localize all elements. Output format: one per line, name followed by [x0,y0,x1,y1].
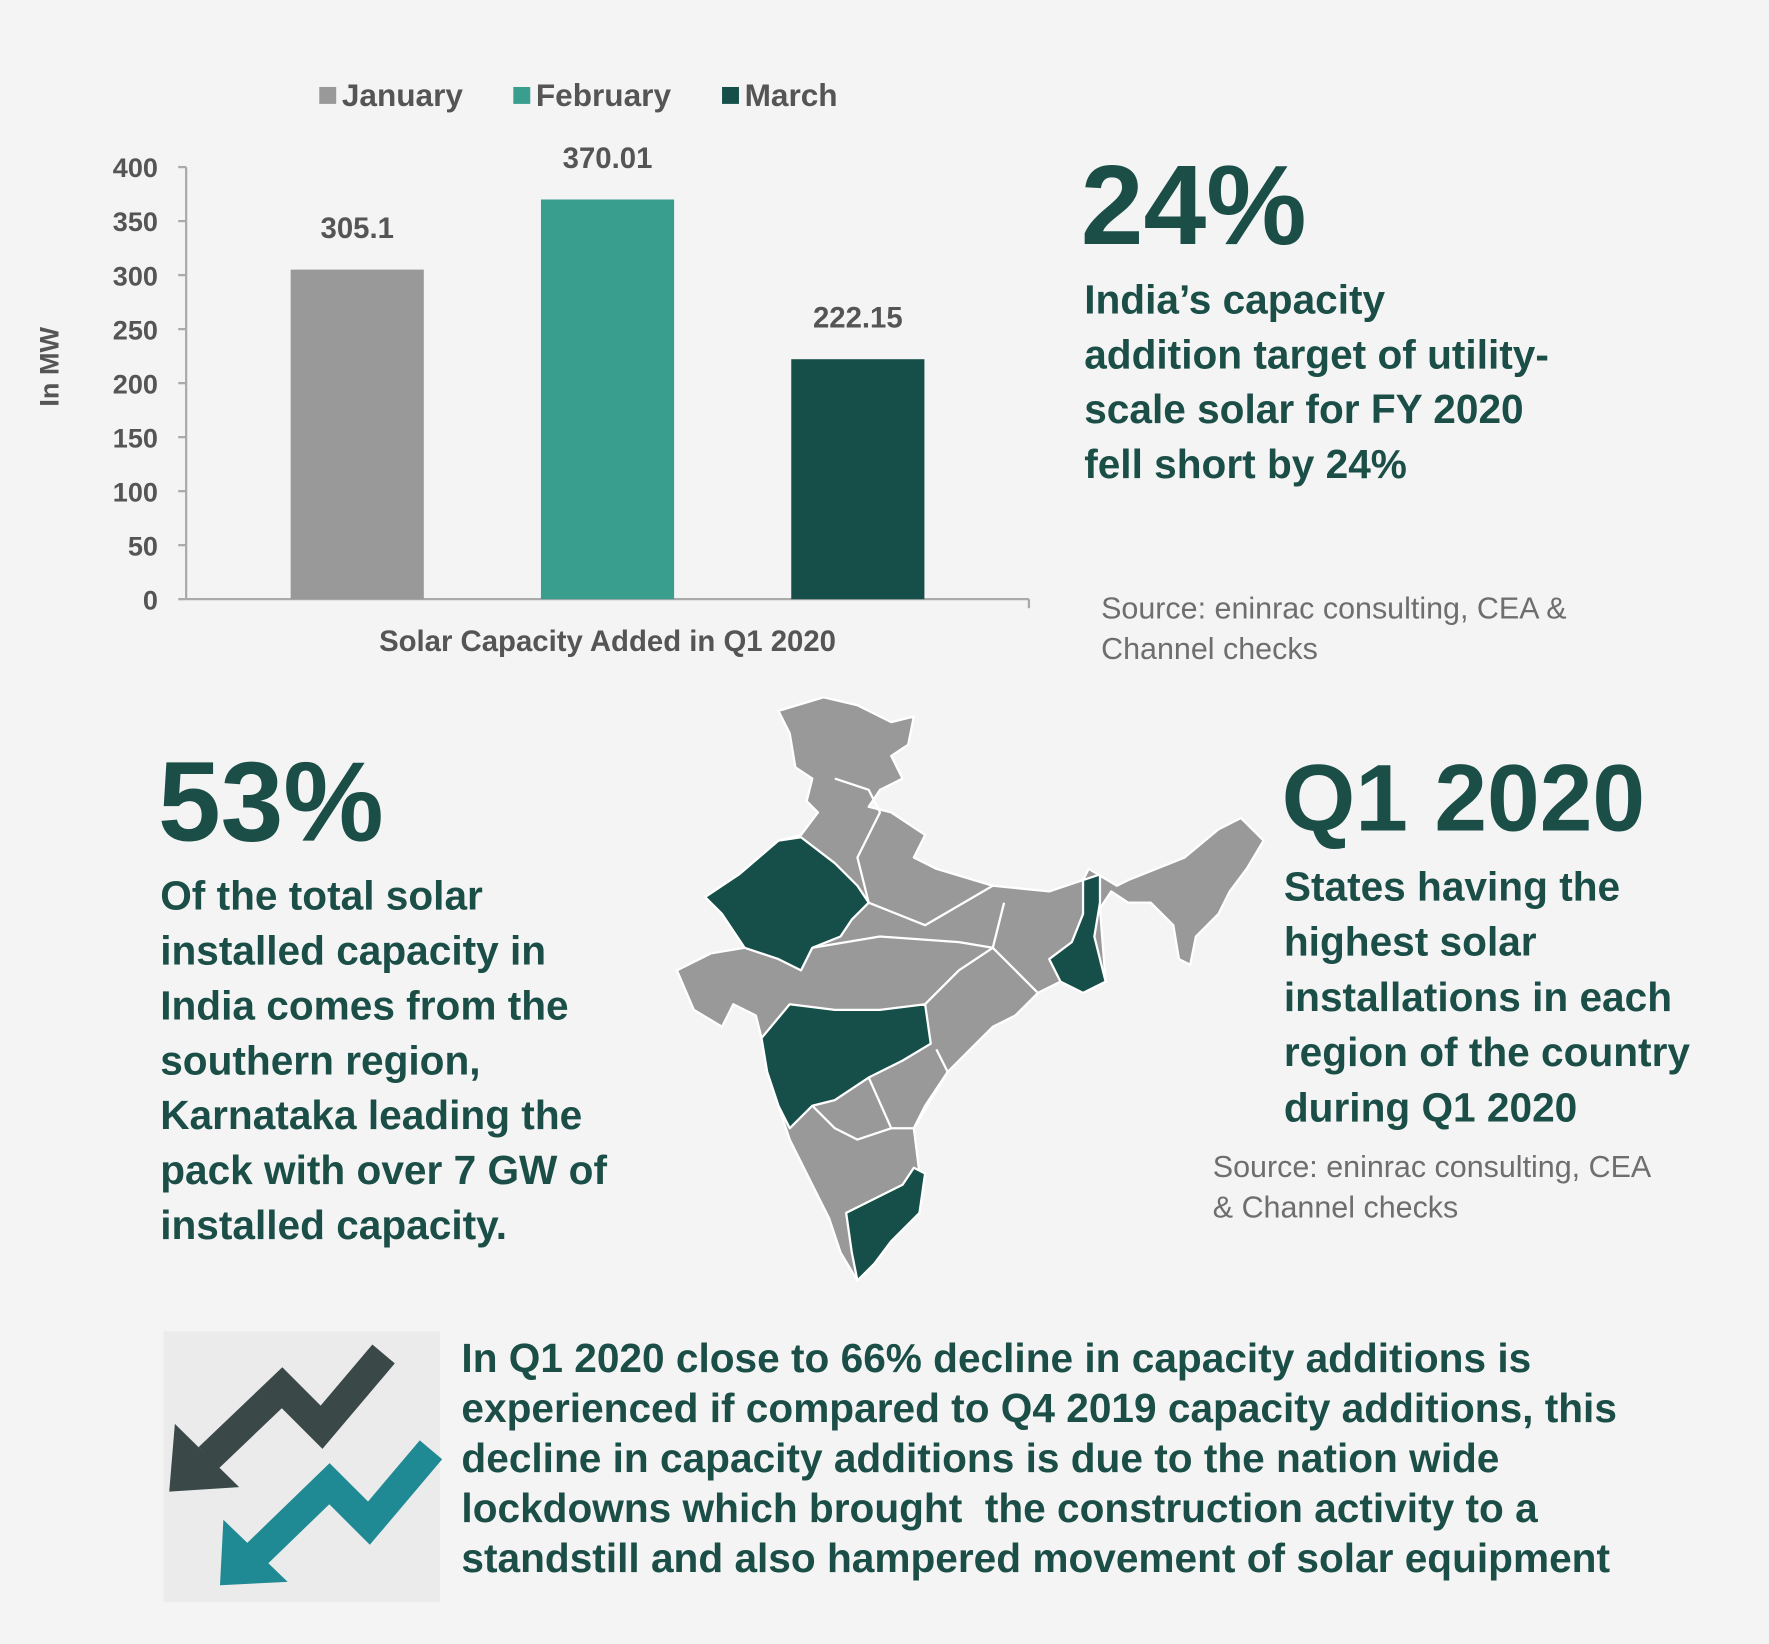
state-border [834,777,994,927]
highlight-text: fell short by 24% [1084,441,1407,487]
legend-label: February [536,77,672,113]
bar [791,359,925,600]
highlight-text: India’s capacity [1084,277,1385,323]
state-border [924,902,1006,1006]
legend-label: January [342,77,464,113]
y-tick-label: 350 [113,206,158,237]
source-note: Source: eninrac consulting, CEA & [1101,591,1567,625]
y-axis-label: In MW [34,326,65,406]
highlight-figure: Q1 2020 [1282,745,1646,851]
data-label: 370.01 [563,142,653,175]
x-tick-label: Solar Capacity Added in Q1 2020 [379,625,836,658]
data-label: 222.15 [813,302,903,335]
state-highlight [845,1166,927,1282]
y-tick-label: 400 [113,152,158,183]
data-label: 305.1 [321,212,394,245]
highlight-text: highest solar [1284,919,1537,965]
state-highlight [760,1003,932,1130]
highlight-text: addition target of utility- [1084,331,1549,377]
decline-text: decline in capacity additions is due to … [461,1435,1499,1481]
highlight-text: India comes from the [160,982,568,1028]
decline-text: lockdowns which brought the construction… [461,1485,1538,1531]
legend-swatch [319,86,337,104]
state-highlight [1048,873,1107,995]
highlight-text: scale solar for FY 2020 [1084,386,1523,432]
arrow-dark [198,1344,395,1469]
highlight-text: installed capacity. [160,1202,507,1248]
bar-chart: 0 50 100 150 200 250 300 350 400 In MW Solar Capac… [34,77,1031,658]
highlight-figure: 53% [158,739,384,865]
decline-text: In Q1 2020 close to 66% decline in capac… [461,1335,1531,1381]
y-tick-label: 150 [113,422,158,453]
highlight-text: installations in each [1284,974,1672,1020]
source-note: Channel checks [1101,632,1318,666]
legend-label: March [745,77,838,113]
highlight-text: during Q1 2020 [1284,1085,1577,1131]
highlight-text: installed capacity in [160,927,546,973]
state-highlight [703,836,870,972]
arrow-teal [247,1440,443,1565]
decline-icon [163,1331,443,1603]
india-map [675,696,1265,1282]
highlight-text: southern region, [160,1037,480,1083]
highlight-text: pack with over 7 GW of [160,1147,607,1193]
highlights: 24% India’s capacity addition target of ut… [158,142,1690,1581]
y-tick-label: 300 [113,260,158,291]
source-note: Source: eninrac consulting, CEA [1213,1150,1652,1184]
y-tick-label: 250 [113,314,158,345]
y-tick-label: 100 [113,476,158,507]
decline-text: experienced if compared to Q4 2019 capac… [461,1385,1617,1431]
state-border [891,1048,949,1130]
highlight-text: States having the [1284,863,1620,909]
legend-swatch [722,86,739,104]
source-note: & Channel checks [1213,1190,1458,1224]
legend-swatch [513,86,531,104]
bar [290,269,424,600]
state-border [812,935,1039,994]
state-border [811,1077,893,1141]
highlight-figure: 24% [1081,142,1307,268]
y-tick-label: 200 [113,368,158,399]
arrowhead-teal [219,1519,288,1586]
highlight-text: region of the country [1284,1029,1691,1075]
arrowhead-dark [169,1423,240,1492]
highlight-text: Karnataka leading the [160,1092,582,1138]
bar [540,199,675,600]
y-tick-label: 50 [128,530,158,561]
highlight-text: Of the total solar [160,872,483,918]
y-tick-label: 0 [143,584,158,615]
decline-text: standstill and also hampered movement of… [461,1535,1610,1581]
